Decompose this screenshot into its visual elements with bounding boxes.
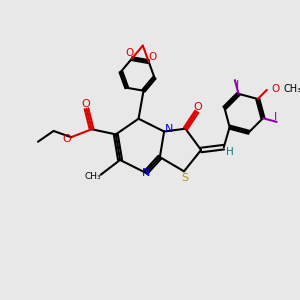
Text: O: O	[82, 99, 90, 109]
Text: N: N	[142, 168, 150, 178]
Text: H: H	[226, 147, 234, 157]
Text: O: O	[62, 134, 71, 144]
Text: S: S	[181, 172, 188, 183]
Text: I: I	[236, 80, 239, 90]
Text: O: O	[126, 48, 134, 58]
Text: CH₃: CH₃	[283, 84, 300, 94]
Text: N: N	[165, 124, 173, 134]
Text: O: O	[272, 84, 293, 94]
Text: O: O	[194, 102, 203, 112]
Text: I: I	[274, 112, 277, 122]
Text: O: O	[148, 52, 157, 62]
Text: CH₃: CH₃	[85, 172, 101, 181]
